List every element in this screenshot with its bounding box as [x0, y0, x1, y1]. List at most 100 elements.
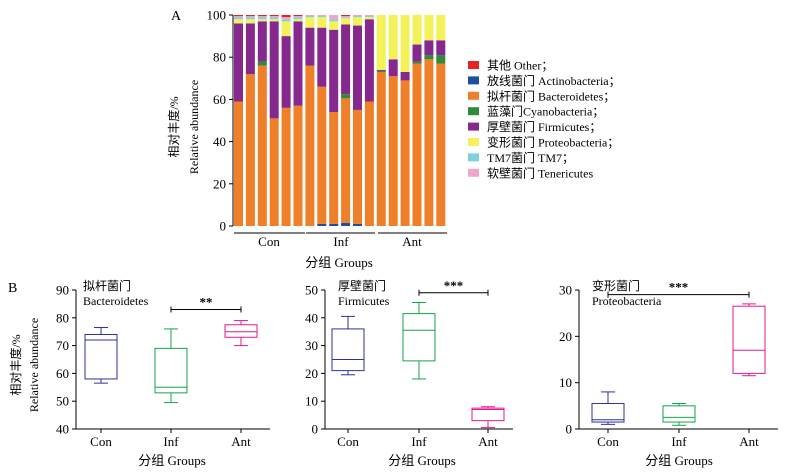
boxplot-bacteroidetes-xlabel: 分组 Groups: [138, 453, 206, 468]
bar-3-firmicutes: [257, 21, 267, 62]
sig-label: ***: [669, 280, 689, 295]
panel-a-y-title: 相对丰度/% Relative abundance: [166, 80, 201, 174]
boxplot-proteobacteria-xtick-label-inf: Inf: [671, 434, 687, 449]
boxplot-proteobacteria-title-en: Proteobacteria: [592, 294, 662, 308]
boxplot-firmicutes-ytick-label-0: 0: [312, 422, 319, 437]
boxplot-bacteroidetes-ytick-label-50: 50: [56, 394, 69, 409]
bar-17-bacteroidetes: [424, 59, 434, 227]
bar-4-proteobacteria: [269, 19, 279, 22]
bar-4-firmicutes: [269, 21, 279, 119]
bar-9-tm7: [329, 19, 339, 22]
bar-9-actinobacteria: [329, 223, 339, 226]
bar-3-cyanobacteria: [257, 61, 267, 66]
panel-a-ytick-label-60: 60: [213, 92, 226, 107]
bar-12-tenericutes: [364, 15, 374, 17]
bar-16-proteobacteria: [412, 15, 422, 45]
bar-10-firmicutes: [341, 24, 351, 95]
boxplot-firmicutes-box-inf: [402, 302, 436, 380]
panel-a-xlabel: 分组 Groups: [305, 255, 373, 270]
bar-5-other: [281, 15, 291, 18]
bar-9-bacteroidetes: [329, 112, 339, 224]
bar-4-tm7: [269, 17, 279, 20]
boxplot-firmicutes-title-cn: 厚壁菌门: [338, 278, 386, 293]
bar-2-tm7: [245, 17, 255, 20]
boxplot-proteobacteria-xtick-label-ant: Ant: [739, 434, 759, 449]
boxplot-firmicutes-xtick-label-con: Con: [337, 434, 359, 449]
boxplot-bacteroidetes-xtick-label-con: Con: [90, 434, 112, 449]
box-iqr: [732, 305, 766, 374]
bar-6-firmicutes: [293, 21, 303, 106]
boxplot-bacteroidetes-box-ant: [224, 320, 258, 347]
bar-10-bacteroidetes: [341, 98, 351, 223]
bar-16-bacteroidetes: [412, 63, 422, 226]
bar-6-tenericutes: [293, 16, 303, 18]
bar-16-cyanobacteria: [412, 61, 422, 64]
bar-4-tenericutes: [269, 16, 279, 18]
bar-3-proteobacteria: [257, 19, 267, 22]
boxplot-proteobacteria-ytick-label-20: 20: [559, 329, 572, 344]
boxplot-bacteroidetes-box-inf: [154, 328, 188, 404]
bar-1-other: [234, 15, 243, 17]
bar-10-other: [341, 15, 351, 17]
bar-1-tm7: [234, 17, 243, 20]
bar-11-tenericutes: [353, 15, 362, 17]
bar-7-tenericutes: [305, 15, 315, 17]
legend-label-firmicutes: 厚壁菌门 Firmicutes；: [487, 119, 601, 134]
bar-2-bacteroidetes: [245, 74, 255, 226]
group-label-con: Con: [258, 234, 280, 249]
bar-9-proteobacteria: [329, 21, 339, 30]
bar-12-proteobacteria: [364, 17, 374, 20]
boxplot-bacteroidetes-title-en: Bacteroidetes: [83, 294, 149, 308]
boxplot-proteobacteria-ytick-label-0: 0: [566, 422, 573, 437]
boxplot-firmicutes-xlabel: 分组 Groups: [388, 453, 456, 468]
bar-5-proteobacteria: [281, 21, 291, 37]
box-iqr: [84, 333, 118, 380]
bar-6-other: [293, 15, 303, 17]
legend-swatch-other: [468, 61, 479, 69]
bar-12-bacteroidetes: [364, 101, 374, 226]
boxplot-firmicutes-title-en: Firmicutes: [338, 294, 390, 308]
bar-1-tenericutes: [234, 16, 243, 18]
bar-18-bacteroidetes: [436, 63, 446, 226]
bar-10-actinobacteria: [341, 222, 351, 226]
bar-13-proteobacteria: [376, 15, 386, 70]
panel-b-ylabel-cn: 相对丰度/%: [8, 334, 23, 395]
box-iqr: [331, 328, 365, 372]
bar-15-firmicutes: [400, 71, 410, 81]
bar-8-tenericutes: [317, 15, 327, 17]
bar-11-actinobacteria: [353, 223, 362, 226]
boxplot-bacteroidetes-ytick-label-80: 80: [56, 310, 69, 325]
boxplot-bacteroidetes-xtick-label-ant: Ant: [231, 434, 251, 449]
bar-13-cyanobacteria: [376, 70, 386, 72]
bar-18-cyanobacteria: [436, 55, 446, 64]
group-label-inf: Inf: [333, 234, 349, 249]
boxplot-bacteroidetes-significance: **: [170, 294, 242, 313]
bar-17-proteobacteria: [424, 15, 434, 41]
boxplot-bacteroidetes-ytick-label-90: 90: [56, 283, 69, 298]
bar-7-bacteroidetes: [305, 65, 315, 226]
bar-3-bacteroidetes: [257, 65, 267, 226]
bar-2-proteobacteria: [245, 19, 255, 24]
legend-label-tenericutes: 软壁菌门 Tenericutes: [487, 165, 593, 180]
bar-10-cyanobacteria: [341, 94, 351, 99]
legend-swatch-tenericutes: [468, 168, 479, 177]
panel-a-ylabel-en: Relative abundance: [187, 80, 201, 174]
legend-label-actinobacteria: 放线菌门 Actinobacteria；: [487, 73, 621, 88]
stacked-bars: [234, 15, 446, 227]
panel-a-group-brackets: Con Inf Ant: [234, 232, 447, 249]
bar-16-firmicutes: [412, 44, 422, 62]
bar-11-bacteroidetes: [353, 109, 362, 224]
bar-3-tm7: [257, 17, 267, 20]
bar-8-bacteroidetes: [317, 86, 327, 224]
bar-11-tm7: [353, 16, 362, 18]
legend-swatch-cyanobacteria: [468, 107, 479, 116]
boxplot-bacteroidetes-ytick-label-40: 40: [56, 422, 69, 437]
bar-9-tenericutes: [329, 15, 339, 20]
boxplot-bacteroidetes-xtick-label-inf: Inf: [163, 434, 179, 449]
bar-7-proteobacteria: [305, 17, 315, 28]
bar-2-other: [245, 15, 255, 17]
panel-a-y-axis: 0 20 40 60 80 100: [207, 8, 234, 234]
group-label-ant: Ant: [402, 234, 422, 249]
bar-12-tm7: [364, 16, 374, 18]
boxplot-bacteroidetes: 拟杆菌门 Bacteroidetes 分组 Groups 40 50 60 70 80 9…: [56, 278, 270, 468]
